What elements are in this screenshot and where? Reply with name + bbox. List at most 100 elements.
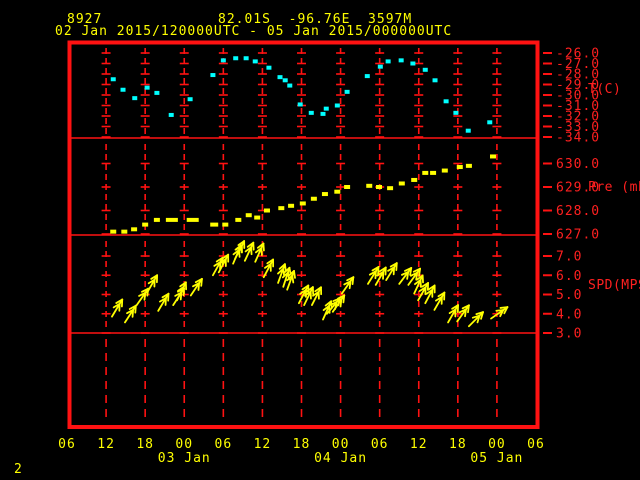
pressure-point (366, 183, 373, 188)
wind-arrow-head (177, 285, 185, 292)
wind-arrow-head (128, 304, 137, 310)
x-tick-label: 12 (254, 437, 272, 452)
temperature-point (287, 83, 293, 88)
pressure-point (131, 227, 138, 232)
pressure-point (278, 206, 285, 211)
day-label: 05 Jan (470, 451, 523, 466)
temperature-point (210, 73, 216, 78)
wind-arrow-shaft (374, 266, 387, 286)
wind-arrow-head (134, 304, 137, 314)
wind-arrow-head (435, 296, 443, 302)
wind-arrow-head (418, 286, 427, 292)
wind-arrow-head (301, 284, 310, 291)
pressure-point (288, 203, 295, 208)
wind-arrow-head (389, 262, 398, 268)
wind-arrow-head (343, 280, 352, 286)
station-id: 8927 (67, 12, 103, 27)
page-number: 2 (14, 462, 23, 477)
pressure-point (430, 170, 437, 175)
y-tick-label: -26.0 (556, 47, 600, 62)
y-tick-label: 7.0 (556, 250, 582, 265)
wind-arrow-head (194, 277, 203, 284)
pressure-point (465, 163, 472, 168)
wind-arrow-head (387, 266, 396, 272)
pressure-point (186, 217, 199, 222)
wind-arrow-shaft (286, 269, 295, 291)
wind-arrow-head (476, 314, 481, 324)
wind-arrow-head (200, 277, 203, 287)
y-tick-label: 627.0 (556, 228, 600, 243)
pressure-point (222, 222, 229, 227)
wind-arrow-shaft (385, 262, 398, 281)
wind-arrow-shaft (146, 274, 159, 294)
pressure-point (334, 189, 341, 194)
wind-arrow-head (138, 291, 147, 297)
x-tick-label: 00 (488, 437, 506, 452)
wind-arrow-head (342, 294, 346, 304)
x-tick-label: 12 (97, 437, 115, 452)
wind-arrow-head (131, 308, 135, 318)
wind-arrow-head (141, 287, 150, 293)
pressure-point (165, 217, 178, 222)
y-tick-label: -28.0 (556, 68, 600, 83)
wind-arrow-shaft (176, 281, 187, 302)
temperature-point (422, 67, 428, 72)
wind-arrow-head (464, 308, 467, 318)
temperature-point (252, 59, 258, 64)
x-tick-label: 00 (175, 437, 193, 452)
x-tick-label: 18 (293, 437, 311, 452)
temperature-point (168, 112, 174, 117)
pressure-point (254, 215, 261, 220)
wind-arrow-shaft (456, 304, 470, 323)
temperature-point (187, 97, 193, 102)
wind-arrow-head (400, 271, 410, 276)
temperature-point (233, 56, 239, 61)
pressure-point (121, 229, 128, 234)
wind-arrow-head (219, 258, 227, 264)
wind-arrow-head (244, 246, 253, 253)
temperature-point (132, 96, 138, 101)
wind-arrow-shaft (135, 287, 150, 306)
temperature-point (432, 78, 438, 83)
wind-arrow-shaft (311, 286, 322, 306)
temperature-point (453, 110, 459, 115)
wind-arrow-head (503, 306, 509, 315)
wind-arrow-head (283, 266, 291, 274)
pressure-point (210, 222, 219, 227)
pressure-point (344, 185, 351, 189)
wind-arrow-shaft (398, 267, 413, 285)
y-tick-label: 6.0 (556, 269, 582, 284)
y-tick-label: -30.0 (556, 89, 600, 104)
time-range-title: 02 Jan 2015/120000UTC - 05 Jan 2015/0000… (55, 24, 453, 39)
wind-arrow-head (499, 309, 505, 318)
wind-arrow-shaft (303, 286, 314, 306)
wind-arrow-head (421, 282, 429, 288)
wind-arrow-head (314, 286, 322, 293)
wind-arrow-head (293, 269, 296, 279)
wind-arrow-head (291, 274, 295, 284)
pressure-point (422, 170, 429, 175)
panel-ylabel: SPD(MPS) (588, 278, 640, 293)
wind-arrow-shaft (367, 266, 380, 285)
wind-arrow-shaft (413, 274, 424, 295)
wind-arrow-shaft (111, 298, 124, 318)
wind-arrow-head (475, 311, 484, 316)
wind-arrow-shaft (277, 263, 286, 284)
temperature-point (334, 103, 340, 108)
wind-arrow-shaft (262, 258, 275, 279)
wind-arrow-head (437, 291, 446, 298)
temperature-point (144, 85, 150, 90)
pressure-point (398, 181, 405, 186)
pressure-point (441, 168, 448, 173)
station-location: 82.01S -96.76E 3597M (218, 12, 413, 27)
wind-arrow-head (458, 308, 467, 314)
x-tick-label: 00 (332, 437, 350, 452)
wind-arrow-head (406, 271, 410, 280)
wind-arrow-head (115, 298, 124, 304)
temperature-point (465, 128, 471, 133)
wind-arrow-shaft (282, 266, 291, 288)
temperature-point (220, 58, 226, 63)
wind-arrow-head (451, 304, 459, 310)
wind-arrow-head (339, 298, 343, 308)
